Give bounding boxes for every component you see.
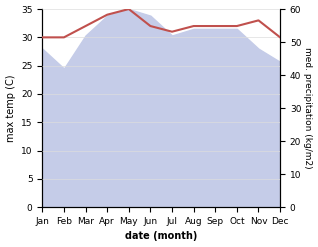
X-axis label: date (month): date (month) — [125, 231, 197, 242]
Y-axis label: med. precipitation (kg/m2): med. precipitation (kg/m2) — [303, 47, 313, 169]
Y-axis label: max temp (C): max temp (C) — [5, 74, 16, 142]
